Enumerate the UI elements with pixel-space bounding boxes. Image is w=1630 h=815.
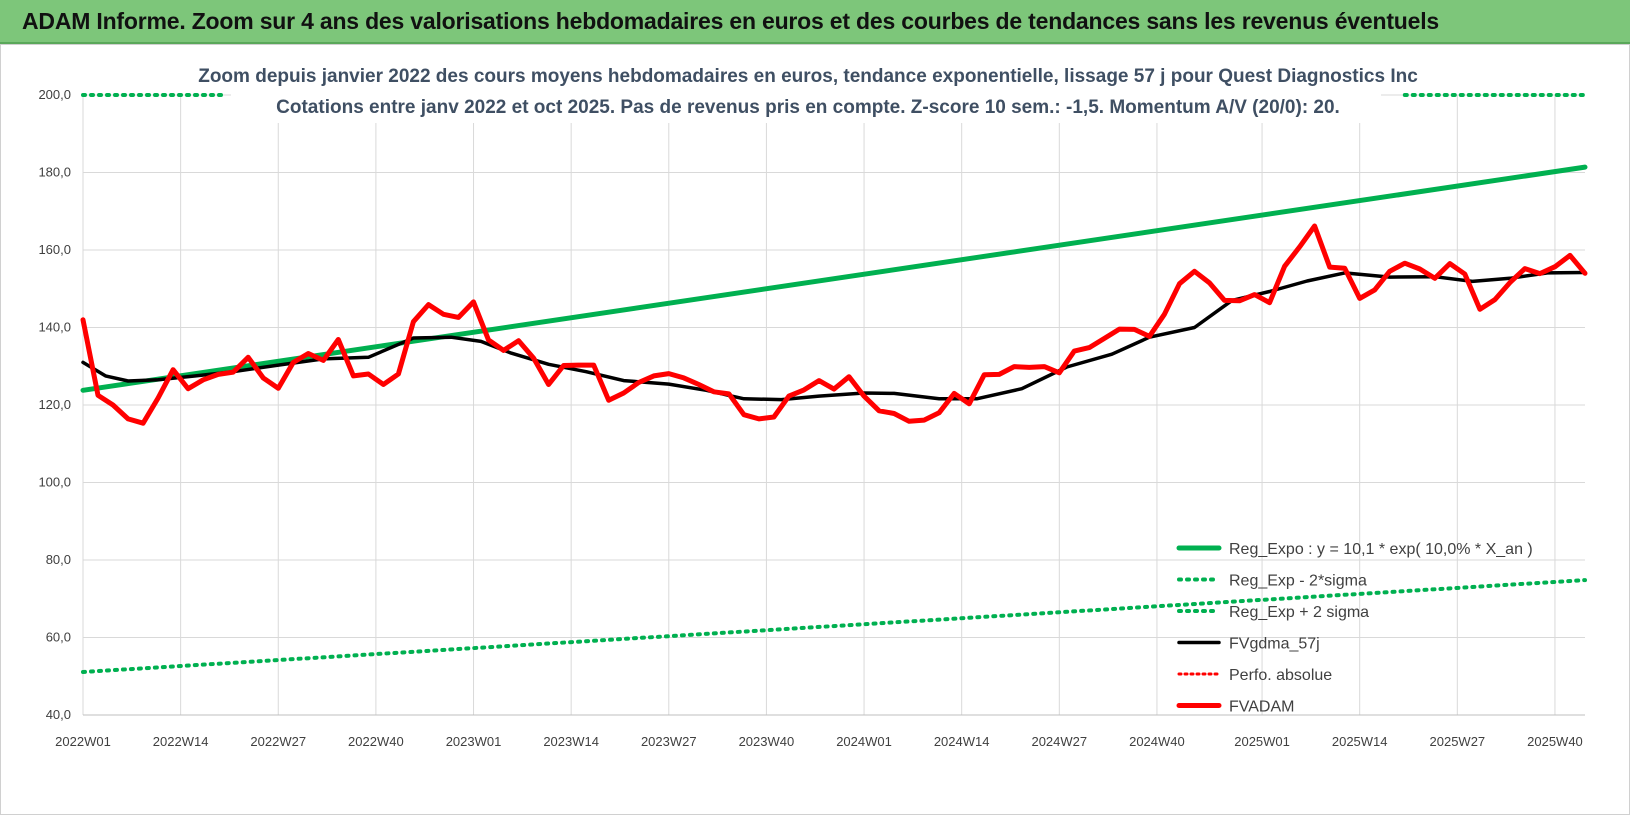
series-line-fvgdma-57j <box>81 270 1587 402</box>
y-tick-label: 80,0 <box>46 552 71 567</box>
title-background <box>231 61 1381 123</box>
x-tick-label: 2024W14 <box>934 734 990 749</box>
y-tick-label: 200,0 <box>38 87 71 102</box>
series-line-reg-expo <box>80 164 1588 393</box>
axes: 40,0 60,0 80,0 100,0 120,0 140,0 160,0 180,0 200… <box>38 87 1585 749</box>
x-tick-label: 2022W27 <box>250 734 306 749</box>
x-tick-label: 2025W14 <box>1332 734 1388 749</box>
legend-label: FVgdma_57j <box>1229 636 1320 653</box>
series-layer <box>80 93 1588 674</box>
grid <box>82 94 1585 716</box>
x-tick-label: 2025W40 <box>1527 734 1583 749</box>
chart-title: Zoom depuis janvier 2022 des cours moyen… <box>198 66 1418 87</box>
x-tick-label: 2022W01 <box>55 734 111 749</box>
y-tick-label: 100,0 <box>38 475 71 490</box>
y-tick-label: 40,0 <box>46 707 71 722</box>
series-line-lower-band <box>81 578 1587 674</box>
x-tick-label: 2023W14 <box>543 734 599 749</box>
x-tick-label: 2023W40 <box>739 734 795 749</box>
x-tick-label: 2025W01 <box>1234 734 1290 749</box>
legend-label: Reg_Expo : y = 10,1 * exp( 10,0% * X_an … <box>1229 541 1533 558</box>
x-tick-label: 2025W27 <box>1430 734 1486 749</box>
legend-label: Perfo. absolue <box>1229 667 1332 684</box>
chart-titles: Zoom depuis janvier 2022 des cours moyen… <box>198 61 1418 123</box>
y-tick-label: 180,0 <box>38 165 71 180</box>
legend-label: FVADAM <box>1229 699 1294 716</box>
y-tick-label: 140,0 <box>38 320 71 335</box>
y-tick-label: 120,0 <box>38 397 71 412</box>
x-tick-label: 2022W14 <box>153 734 209 749</box>
page-title: ADAM Informe. Zoom sur 4 ans des valoris… <box>22 8 1440 34</box>
x-tick-label: 2024W40 <box>1129 734 1185 749</box>
series-line-fvadam <box>80 223 1588 426</box>
legend-label: Reg_Exp - 2*sigma <box>1229 573 1367 590</box>
y-tick-label: 60,0 <box>46 630 71 645</box>
legend: Reg_Expo : y = 10,1 * exp( 10,0% * X_an … <box>1176 541 1533 716</box>
x-tick-label: 2022W40 <box>348 734 404 749</box>
y-tick-label: 160,0 <box>38 242 71 257</box>
chart-area: Zoom depuis janvier 2022 des cours moyen… <box>0 44 1630 815</box>
x-tick-label: 2023W27 <box>641 734 697 749</box>
x-tick-label: 2023W01 <box>446 734 502 749</box>
line-chart: Zoom depuis janvier 2022 des cours moyen… <box>38 61 1588 749</box>
x-tick-label: 2024W27 <box>1031 734 1087 749</box>
header-bar: ADAM Informe. Zoom sur 4 ans des valoris… <box>0 0 1630 44</box>
chart-subtitle: Cotations entre janv 2022 et oct 2025. P… <box>276 97 1340 118</box>
x-tick-label: 2024W01 <box>836 734 892 749</box>
legend-label: Reg_Exp + 2 sigma <box>1229 604 1369 621</box>
